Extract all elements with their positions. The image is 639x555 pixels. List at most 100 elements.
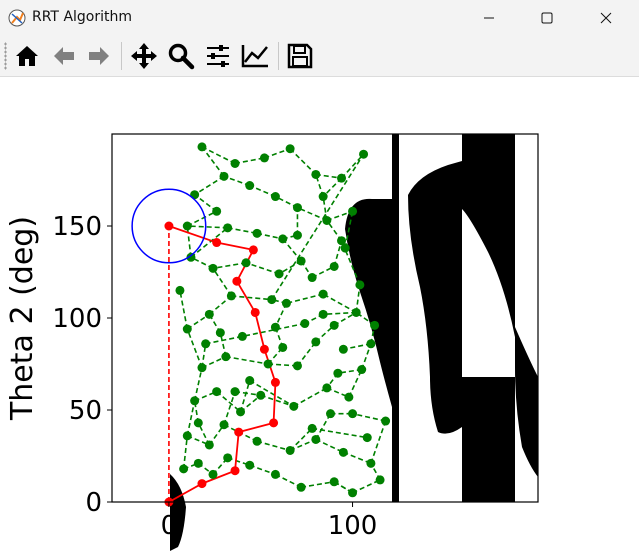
- tree-node: [292, 203, 302, 213]
- tree-edge: [352, 479, 381, 494]
- customize-button[interactable]: [238, 40, 272, 72]
- path-node: [164, 221, 174, 231]
- goal-region: [131, 188, 207, 264]
- pan-icon: [131, 43, 157, 69]
- y-axis-label: Theta 2 (deg): [5, 216, 40, 421]
- maximize-button[interactable]: [524, 0, 570, 36]
- forward-button[interactable]: [82, 40, 116, 72]
- tree-node: [201, 339, 211, 349]
- tree-node: [370, 320, 380, 330]
- tree-node: [289, 401, 299, 411]
- tree-edge: [293, 387, 328, 408]
- zoom-button[interactable]: [164, 40, 198, 72]
- tree-node: [357, 365, 367, 375]
- minimize-icon: [484, 17, 494, 19]
- tree-edge: [282, 238, 302, 262]
- minimize-button[interactable]: [466, 0, 512, 36]
- tree-node: [351, 307, 361, 317]
- tree-edge: [223, 175, 250, 187]
- y-tick-label: 150: [52, 212, 102, 242]
- obstacle-band-3: [451, 267, 462, 419]
- toolbar-grip[interactable]: [4, 42, 7, 70]
- tree-node: [326, 409, 336, 419]
- tree-edge: [231, 295, 272, 301]
- pan-button[interactable]: [127, 40, 161, 72]
- tree-node: [366, 339, 376, 349]
- tree-node: [204, 309, 214, 319]
- tree-edge: [297, 206, 328, 222]
- tree-node: [270, 322, 280, 332]
- home-button[interactable]: [10, 40, 44, 72]
- tree-node: [252, 436, 262, 446]
- tree-node: [292, 361, 302, 371]
- tree-edge: [340, 153, 365, 179]
- tree-edge: [186, 328, 203, 368]
- tree-node: [237, 331, 247, 341]
- tree-edge: [249, 464, 276, 476]
- tree-node: [230, 158, 240, 168]
- tree-edge: [245, 262, 280, 275]
- tree-edge: [355, 284, 361, 313]
- tree-node: [221, 352, 231, 362]
- subplots-icon: [207, 45, 229, 67]
- tree-node: [212, 206, 222, 216]
- toolbar: [0, 36, 639, 77]
- tree-node: [197, 363, 207, 373]
- close-button[interactable]: [583, 0, 629, 36]
- tree-edge: [271, 153, 365, 301]
- tree-node: [263, 359, 273, 369]
- path-node: [232, 276, 242, 286]
- tree-edge: [194, 175, 225, 196]
- tree-edge: [348, 369, 363, 398]
- tree-edge: [322, 293, 357, 314]
- path-nodes: [164, 221, 280, 507]
- tree-edge: [194, 194, 218, 212]
- tree-node: [236, 407, 246, 417]
- tree-edge: [289, 438, 317, 452]
- tree-edge: [315, 438, 344, 454]
- tree-node: [340, 243, 350, 253]
- subplots-button[interactable]: [201, 40, 235, 72]
- plot-canvas[interactable]: 0 100 0 50 100 150 Theta 2 (deg): [0, 77, 639, 551]
- tree-edge: [260, 394, 295, 408]
- tree-node: [186, 252, 196, 262]
- tree-node: [318, 309, 328, 319]
- tree-edge: [264, 147, 291, 159]
- tree-node: [329, 477, 339, 487]
- tree-node: [296, 256, 306, 266]
- tree-node: [252, 228, 262, 238]
- tree-node: [329, 261, 339, 271]
- tree-edge: [249, 184, 276, 198]
- tree-edge: [352, 412, 386, 422]
- back-button[interactable]: [47, 40, 81, 72]
- tree-node: [296, 482, 306, 492]
- tree-node: [292, 230, 302, 240]
- path-node: [212, 238, 222, 248]
- tree-edge: [179, 290, 189, 330]
- path-node: [259, 344, 269, 354]
- path-node: [248, 245, 258, 255]
- tree-edge: [275, 473, 302, 488]
- tree-node: [362, 433, 372, 443]
- tree-nodes: [175, 142, 391, 498]
- x-tick-label: 100: [328, 511, 378, 541]
- tree-edge: [239, 380, 251, 413]
- tree-node: [241, 258, 251, 268]
- tree-node: [278, 342, 288, 352]
- app-icon: [8, 9, 26, 27]
- tree-node: [344, 392, 354, 402]
- tree-edge: [256, 440, 291, 452]
- tree-node: [175, 285, 185, 295]
- toolbar-separator: [278, 42, 279, 70]
- tree-edge: [360, 343, 372, 370]
- tree-edge: [296, 341, 317, 367]
- tree-node: [322, 215, 332, 225]
- tree-node: [270, 469, 280, 479]
- tree-edge: [227, 227, 258, 235]
- tree-node: [267, 295, 277, 305]
- tree-node: [333, 368, 343, 378]
- tree-node: [348, 488, 358, 498]
- save-button[interactable]: [283, 40, 317, 72]
- tree-node: [311, 337, 321, 347]
- obstacles: [170, 134, 538, 551]
